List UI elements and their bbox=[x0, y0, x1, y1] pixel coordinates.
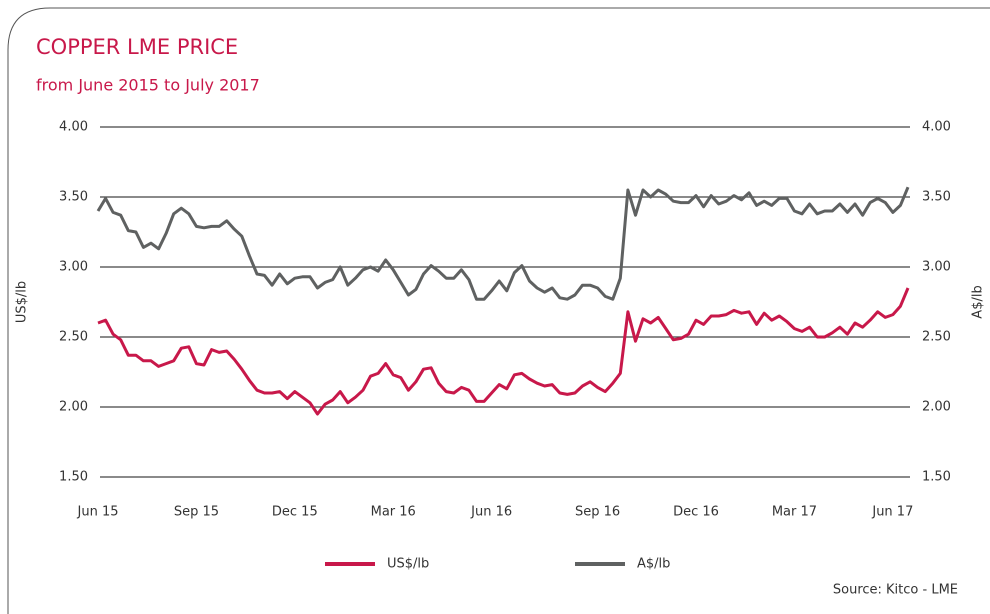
x-tick-label: Jun 17 bbox=[871, 505, 913, 520]
series-line bbox=[96, 186, 910, 301]
x-tick-label: Mar 16 bbox=[371, 505, 416, 520]
y2-tick-label: 4.00 bbox=[922, 120, 951, 135]
x-tick-label: Mar 17 bbox=[772, 505, 817, 520]
legend-label: A$/lb bbox=[637, 557, 670, 572]
chart-subtitle: from June 2015 to July 2017 bbox=[36, 76, 260, 95]
series-line bbox=[97, 287, 910, 416]
x-tick-label: Dec 16 bbox=[673, 505, 719, 520]
y-tick-label: 2.50 bbox=[59, 330, 88, 345]
y-tick-label: 3.50 bbox=[59, 190, 88, 205]
x-tick-label: Sep 16 bbox=[575, 505, 620, 520]
x-tick-label: Dec 15 bbox=[272, 505, 318, 520]
source-note: Source: Kitco - LME bbox=[833, 583, 958, 598]
x-tick-label: Jun 16 bbox=[470, 505, 512, 520]
frame bbox=[7, 7, 990, 614]
y2-axis-label: A$/lb bbox=[971, 285, 986, 318]
y2-tick-label: 3.50 bbox=[922, 190, 951, 205]
y-tick-label: 2.00 bbox=[59, 400, 88, 415]
y2-tick-label: 1.50 bbox=[922, 470, 951, 485]
y2-tick-label: 2.50 bbox=[922, 330, 951, 345]
y-tick-label: 3.00 bbox=[59, 260, 88, 275]
y-tick-label: 4.00 bbox=[59, 120, 88, 135]
y-tick-label: 1.50 bbox=[59, 470, 88, 485]
y2-tick-label: 2.00 bbox=[922, 400, 951, 415]
x-tick-label: Jun 15 bbox=[77, 505, 119, 520]
chart-title: COPPER LME PRICE bbox=[36, 35, 238, 59]
x-tick-label: Sep 15 bbox=[174, 505, 219, 520]
legend-label: US$/lb bbox=[387, 557, 429, 572]
y2-tick-label: 3.00 bbox=[922, 260, 951, 275]
y-axis-label: US$/lb bbox=[15, 281, 30, 323]
